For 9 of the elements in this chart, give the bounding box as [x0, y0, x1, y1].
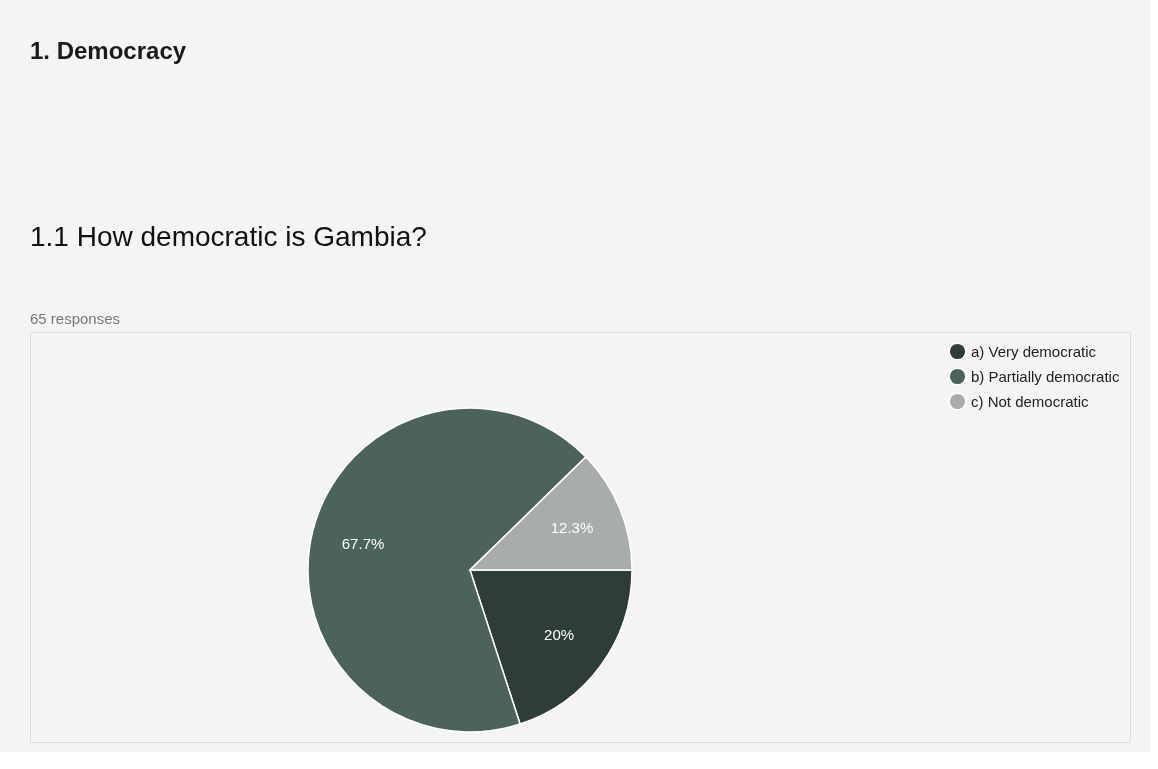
- data-label: 20%: [544, 625, 575, 643]
- legend-label: b) Partially democratic: [971, 367, 1120, 385]
- chart-subtitle: 1.1 How democratic is Gambia?: [30, 221, 427, 252]
- legend-label: a) Very democratic: [971, 342, 1097, 360]
- data-label: 12.3%: [550, 519, 594, 537]
- data-label: 67.7%: [341, 534, 385, 552]
- legend-label: c) Not democratic: [971, 392, 1090, 410]
- text: 65 responses: [30, 310, 121, 327]
- text: 1. Democracy: [30, 37, 187, 64]
